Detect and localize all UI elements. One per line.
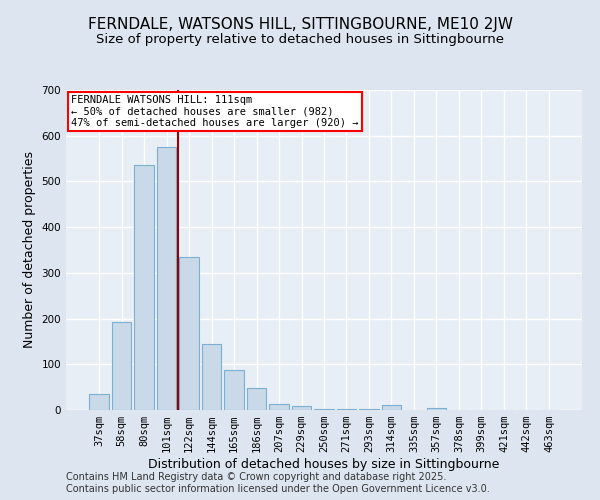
Bar <box>247 388 266 410</box>
Text: Contains public sector information licensed under the Open Government Licence v3: Contains public sector information licen… <box>66 484 490 494</box>
Text: FERNDALE, WATSONS HILL, SITTINGBOURNE, ME10 2JW: FERNDALE, WATSONS HILL, SITTINGBOURNE, M… <box>88 18 512 32</box>
Bar <box>224 370 244 410</box>
Bar <box>89 394 109 410</box>
Text: Size of property relative to detached houses in Sittingbourne: Size of property relative to detached ho… <box>96 32 504 46</box>
Bar <box>337 408 356 410</box>
Bar <box>157 147 176 410</box>
Text: FERNDALE WATSONS HILL: 111sqm
← 50% of detached houses are smaller (982)
47% of : FERNDALE WATSONS HILL: 111sqm ← 50% of d… <box>71 95 359 128</box>
Bar <box>314 408 334 410</box>
Bar <box>112 322 131 410</box>
Bar <box>179 257 199 410</box>
Bar <box>202 344 221 410</box>
Bar <box>269 404 289 410</box>
Bar <box>292 406 311 410</box>
Y-axis label: Number of detached properties: Number of detached properties <box>23 152 36 348</box>
Bar <box>427 408 446 410</box>
Bar <box>382 406 401 410</box>
Bar <box>359 408 379 410</box>
X-axis label: Distribution of detached houses by size in Sittingbourne: Distribution of detached houses by size … <box>148 458 500 471</box>
Bar <box>134 166 154 410</box>
Text: Contains HM Land Registry data © Crown copyright and database right 2025.: Contains HM Land Registry data © Crown c… <box>66 472 446 482</box>
